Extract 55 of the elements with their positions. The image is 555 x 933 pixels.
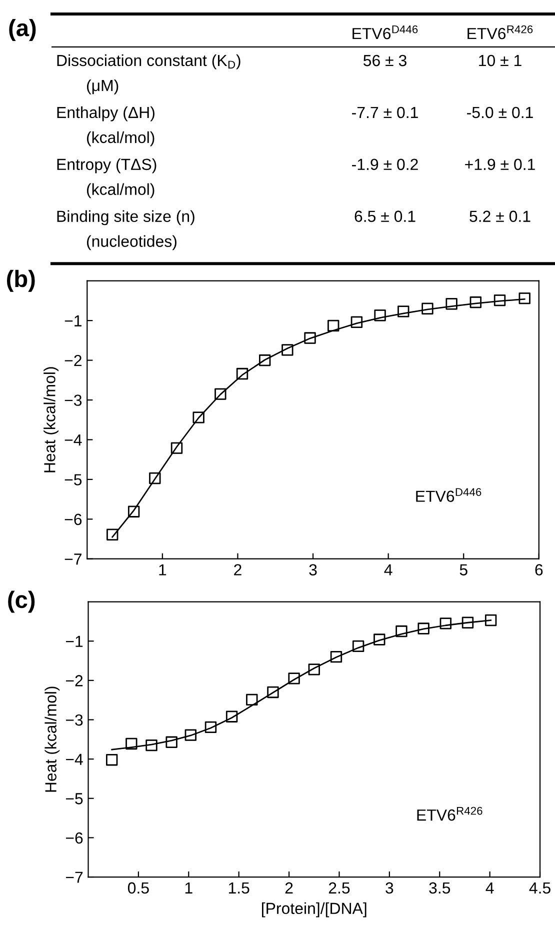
text: (kcal/mol) [86, 183, 154, 198]
y-tick-label: −4 [66, 754, 83, 765]
x-tick-label: 3 [309, 564, 317, 576]
text: Dissociation constant (K$_{D}$) [57, 54, 240, 70]
text: 10 ± 1 [479, 54, 522, 66]
x-tick-label: 5 [460, 564, 468, 576]
x-tick-label: 1 [159, 564, 166, 576]
y-tick-label: −1 [64, 315, 82, 326]
x-tick-label: 4.5 [529, 882, 550, 894]
text: (nucleotides) [86, 235, 176, 250]
x-tick-label: 4 [384, 564, 392, 576]
y-tick-label: −2 [66, 675, 83, 686]
text: -7.7 ± 0.1 [352, 106, 418, 118]
text: (a) [9, 18, 36, 41]
y-tick-label: −5 [64, 474, 82, 486]
x-tick-label: 1.5 [228, 882, 250, 894]
text: 6.5 ± 0.1 [354, 210, 416, 222]
x-tick-label: 0.5 [128, 882, 149, 894]
x-tick-label: 4 [486, 882, 494, 894]
text: -1.9 ± 0.2 [352, 158, 418, 170]
y-axis-title: Heat (kcal/mol) [44, 686, 60, 792]
text: Entropy (TΔS) [57, 158, 156, 174]
text: 5.2 ± 0.1 [470, 210, 530, 222]
y-tick-label: −6 [66, 832, 83, 844]
x-tick-label: 1 [185, 882, 192, 894]
y-tick-label: −1 [66, 636, 83, 647]
text: ETV6$^{R426}$ [468, 25, 533, 40]
x-axis-title: [Protein]/[DNA] [262, 902, 366, 918]
text: 56 ± 3 [363, 54, 406, 66]
chart-title: (c) [8, 590, 35, 613]
x-tick-label: 3.5 [429, 882, 450, 894]
y-tick-label: −3 [64, 394, 82, 406]
text: Binding site size (n) [57, 210, 194, 226]
x-tick-label: 2 [234, 564, 242, 576]
text: ETV6$^{D446}$ [352, 25, 418, 40]
y-tick-label: −3 [66, 714, 83, 726]
annotation: ETV6$^{D446}$ [416, 488, 482, 502]
x-tick-label: 2.5 [328, 882, 350, 894]
x-tick-label: 2 [285, 882, 293, 894]
annotation: ETV6$^{R426}$ [417, 806, 482, 821]
y-tick-label: −4 [64, 434, 82, 446]
x-tick-label: 6 [535, 564, 543, 576]
y-tick-label: −7 [64, 554, 82, 565]
y-tick-label: −2 [64, 354, 82, 366]
text: (kcal/mol) [86, 131, 154, 146]
y-tick-label: −7 [66, 872, 83, 883]
text: (μM) [86, 79, 118, 94]
text: -5.0 ± 0.1 [467, 106, 533, 118]
x-tick-label: 3 [386, 882, 394, 894]
text: +1.9 ± 0.1 [465, 158, 535, 170]
chart-title: (b) [6, 270, 35, 292]
y-tick-label: −5 [66, 793, 83, 804]
y-tick-label: −6 [64, 514, 82, 526]
y-axis-title: Heat (kcal/mol) [44, 367, 58, 472]
text: Enthalpy (ΔH) [57, 106, 154, 122]
